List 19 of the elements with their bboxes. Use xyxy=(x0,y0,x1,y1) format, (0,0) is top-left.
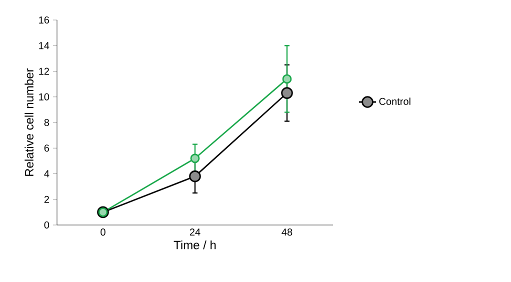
y-axis-title: Relative cell number xyxy=(24,68,34,176)
x-tick-label: 24 xyxy=(190,228,200,236)
point xyxy=(189,170,201,182)
y-tick-label: 2 xyxy=(44,196,49,203)
legend-label: Control xyxy=(379,98,410,105)
y-tick-label: 12 xyxy=(39,68,49,75)
y-tick-label: 10 xyxy=(39,93,50,100)
y-tick-label: 6 xyxy=(44,144,50,152)
point xyxy=(190,154,200,164)
y-tick-label: 0 xyxy=(44,221,50,229)
point xyxy=(281,87,293,99)
point xyxy=(282,74,292,84)
y-tick-label: 8 xyxy=(44,118,50,126)
y-tick-label: 14 xyxy=(39,42,50,50)
y-tick-label: 4 xyxy=(44,170,50,178)
x-tick-label: 0 xyxy=(100,228,106,236)
x-tick-label: 48 xyxy=(282,228,292,236)
y-tick-label: 16 xyxy=(39,16,50,24)
x-axis-title: Time / h xyxy=(174,240,216,250)
